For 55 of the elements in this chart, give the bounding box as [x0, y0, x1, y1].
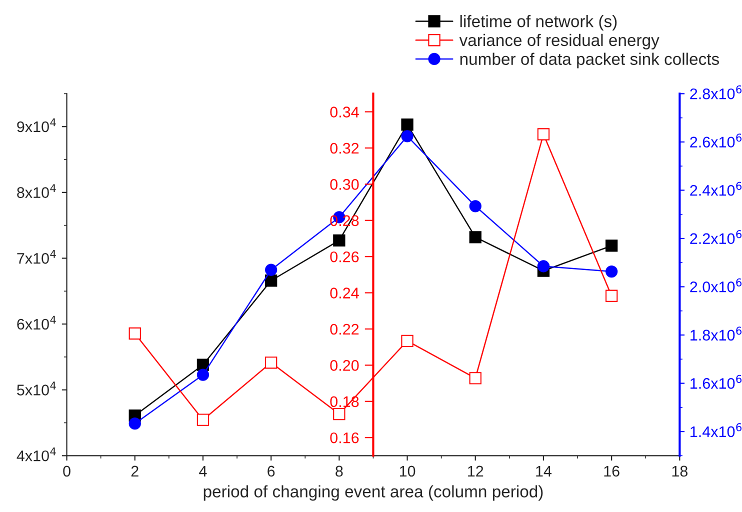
legend-label: variance of residual energy [459, 34, 660, 50]
point [333, 408, 346, 420]
legend-label: number of data packet sink collects [460, 52, 719, 68]
x-tick-label: 10 [400, 466, 416, 477]
point [196, 414, 210, 426]
point [605, 265, 618, 278]
x-tick-label: 8 [336, 466, 343, 477]
y3-tick-label: 0.26 [330, 251, 359, 262]
y3-tick-label: 0.34 [330, 106, 359, 118]
point [469, 372, 482, 384]
x-tick-label: 2 [131, 466, 138, 476]
x-tick-label: 0 [63, 466, 70, 477]
point [196, 368, 210, 381]
y2-tick-label: 2.8x10$^{6}$ [690, 85, 742, 100]
y2-tick-label: 2.4x10$^{6}$ [690, 182, 742, 196]
x-tick-label: 12 [468, 466, 484, 476]
y3-tick-label: 0.20 [330, 360, 359, 371]
y2-tick-label: 2.0x10$^{6}$ [690, 278, 742, 292]
point [401, 334, 414, 348]
y3-tick-label: 0.16 [330, 432, 359, 444]
y2-tick-label: 1.8x10$^{6}$ [690, 326, 742, 341]
point [537, 128, 550, 140]
x-tick-label: 4 [199, 466, 207, 476]
x-tick-label: 16 [604, 466, 620, 477]
y-tick-label: 6x10$^{4}$ [17, 316, 56, 330]
y3-tick-label: 0.32 [330, 142, 359, 154]
point [265, 356, 278, 369]
point [401, 118, 414, 131]
y-tick-label: 9x10$^{4}$ [17, 118, 56, 132]
point [469, 200, 482, 212]
y3-tick-label: 0.22 [330, 324, 359, 335]
legend-label: lifetime of network (s) [460, 15, 617, 31]
y3-tick-label: 0.30 [330, 179, 359, 190]
point [469, 231, 482, 244]
y2-tick-label: 1.6x10$^{6}$ [690, 374, 742, 389]
point [537, 260, 550, 272]
y2-tick-label: 1.4x10$^{6}$ [690, 423, 742, 438]
point [401, 130, 414, 142]
x-tick-label: 6 [268, 466, 275, 477]
y-tick-label: 5x10$^{4}$ [17, 382, 56, 396]
y-tick-label: 8x10$^{4}$ [17, 184, 56, 198]
point [128, 327, 141, 340]
y-tick-label: 4x10$^{4}$ [16, 447, 56, 462]
point [333, 234, 346, 247]
y2-tick-label: 2.2x10$^{6}$ [690, 230, 742, 244]
x-tick-label: 14 [536, 466, 552, 476]
point [605, 290, 618, 302]
x-axis-title: period of changing event area (column period) [204, 485, 543, 501]
point [265, 264, 278, 276]
y-tick-label: 7x10$^{4}$ [17, 250, 56, 264]
y3-tick-label: 0.24 [330, 288, 359, 298]
point [128, 418, 141, 430]
x-tick-label: 18 [672, 466, 688, 477]
y2-tick-label: 2.6x10$^{6}$ [690, 134, 742, 148]
point [605, 240, 618, 252]
